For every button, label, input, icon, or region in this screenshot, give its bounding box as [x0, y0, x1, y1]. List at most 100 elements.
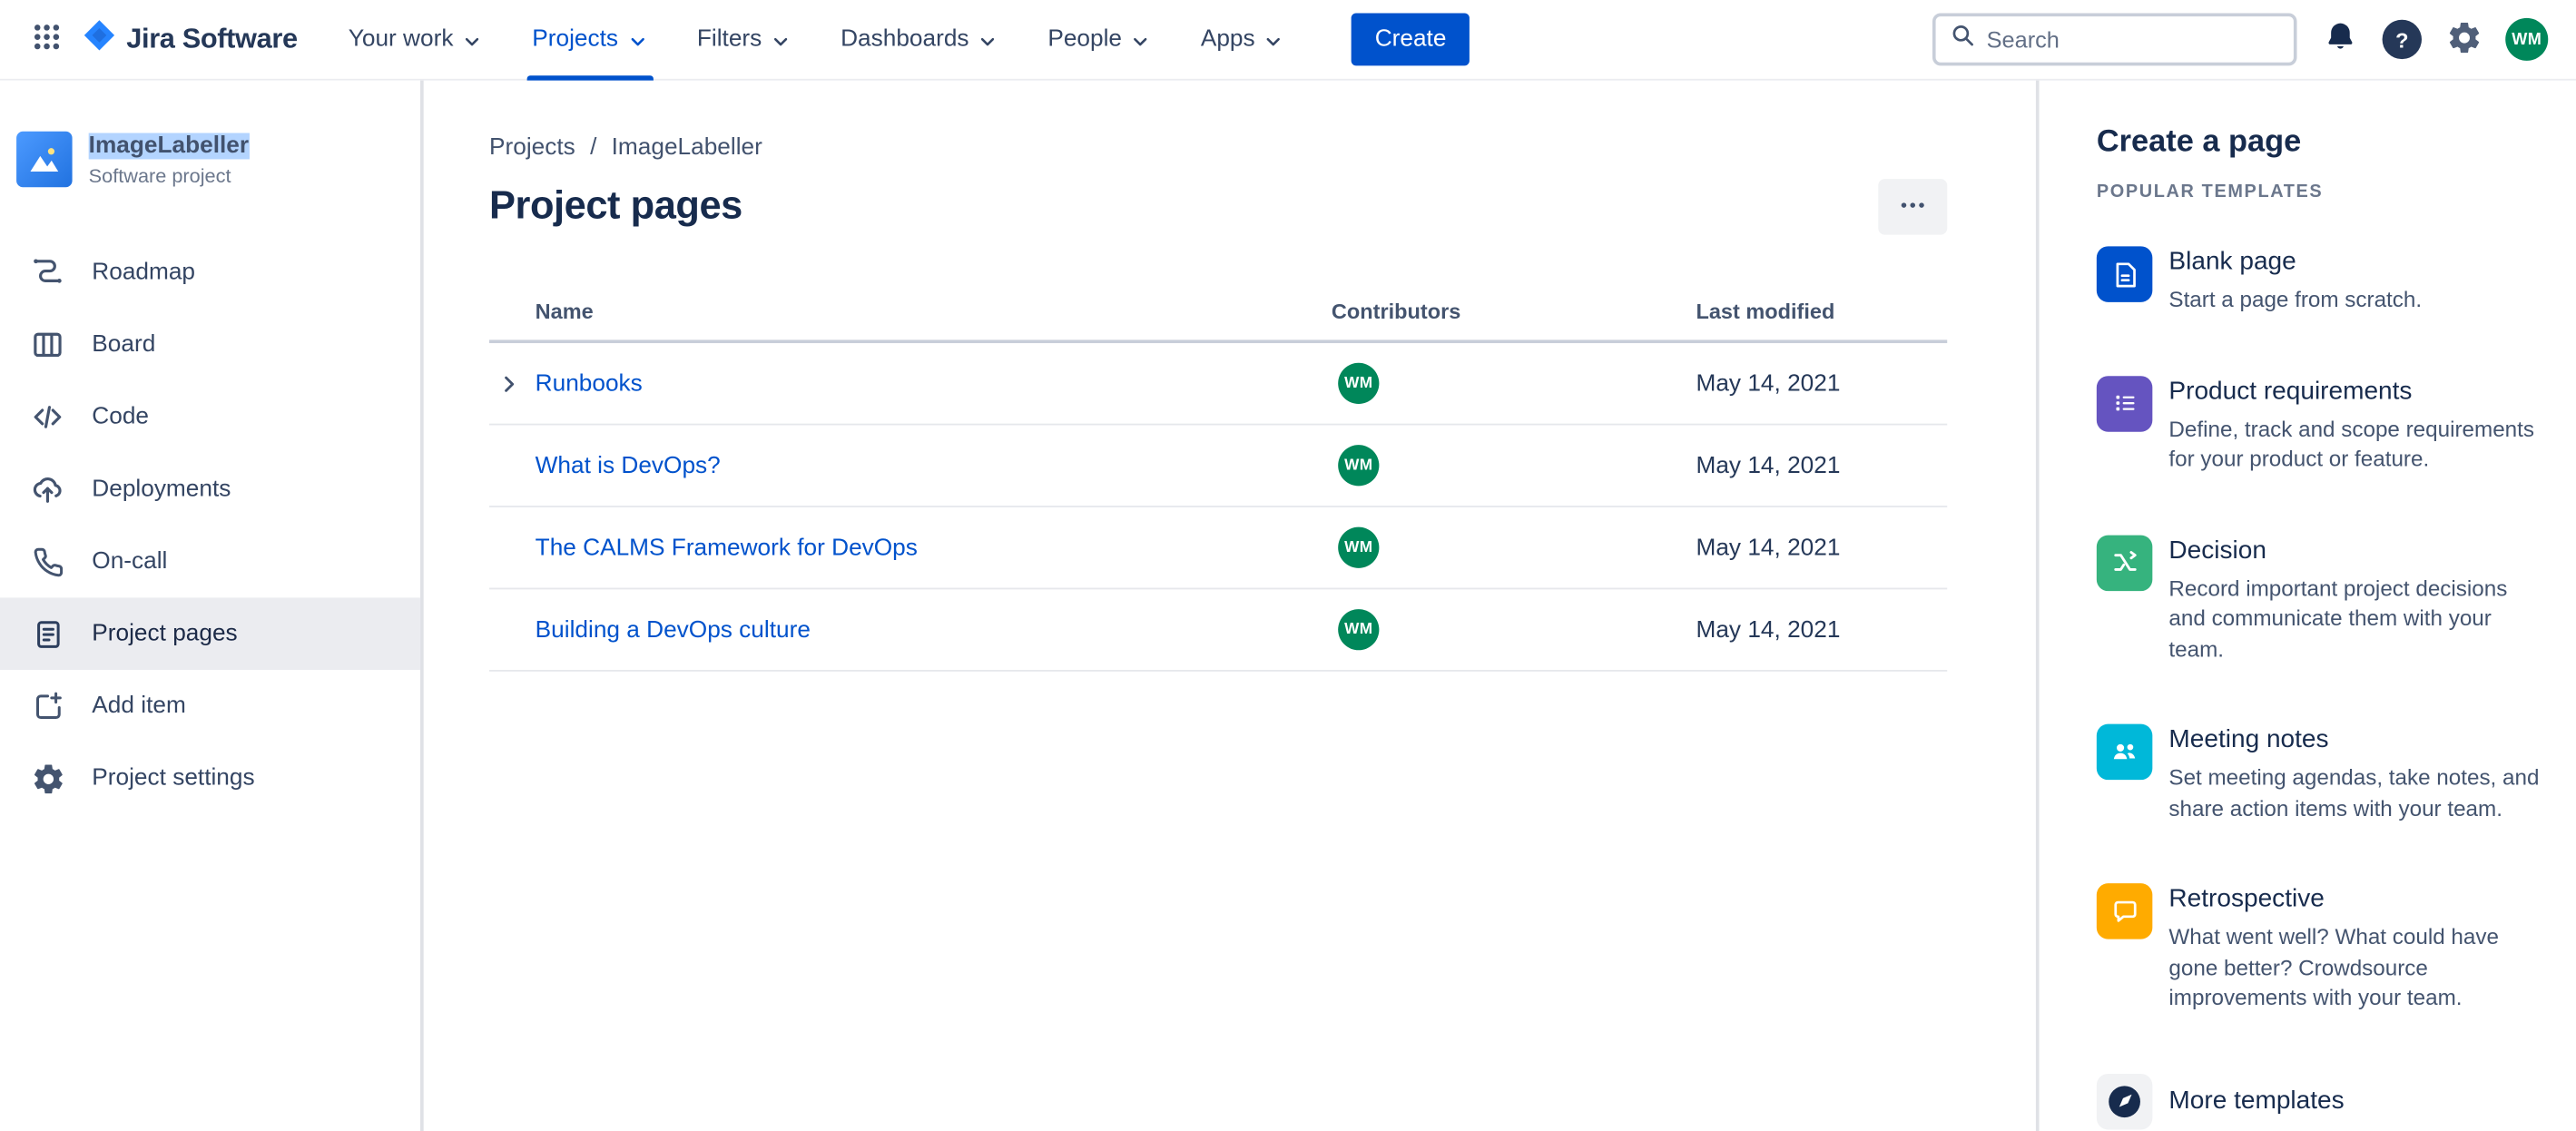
pages-icon: [28, 614, 67, 653]
sidebar-item-label: Code: [92, 403, 150, 430]
nav-apps[interactable]: Apps: [1176, 0, 1310, 80]
project-header: ImageLabeller Software project: [0, 131, 420, 188]
table-row: Building a DevOps culture WM May 14, 202…: [489, 589, 1948, 672]
page-link[interactable]: What is DevOps?: [535, 452, 721, 479]
help-button[interactable]: [2375, 13, 2428, 65]
sidebar-item-label: Deployments: [92, 476, 231, 503]
pages-table: Name Contributors Last modified Runbooks…: [489, 280, 1948, 672]
contributor-avatar[interactable]: WM: [1338, 445, 1380, 487]
page-title: Project pages: [489, 183, 742, 229]
contributors-cell: WM: [1332, 445, 1696, 487]
contributor-avatar[interactable]: WM: [1338, 362, 1380, 404]
sidebar-item-label: Roadmap: [92, 259, 196, 286]
contributor-avatar[interactable]: WM: [1338, 526, 1380, 568]
jira-logo[interactable]: Jira Software: [82, 18, 298, 61]
template-decision[interactable]: Decision Record important project decisi…: [2096, 534, 2563, 665]
board-icon: [28, 325, 67, 364]
page-link[interactable]: Building a DevOps culture: [535, 616, 811, 644]
templates-list: Blank page Start a page from scratch. Pr…: [2096, 246, 2563, 1129]
more-options-button[interactable]: [1878, 179, 1948, 235]
search-box[interactable]: [1932, 13, 2297, 66]
template-description: Define, track and scope requirements for…: [2168, 416, 2534, 472]
template-blank-page[interactable]: Blank page Start a page from scratch.: [2096, 246, 2563, 316]
template-text: Retrospective What went well? What could…: [2168, 883, 2542, 1014]
nav-people-label: People: [1047, 25, 1123, 53]
nav-apps-label: Apps: [1200, 25, 1255, 53]
project-name: ImageLabeller: [88, 132, 250, 161]
settings-button[interactable]: [2438, 13, 2491, 65]
last-modified-cell: May 14, 2021: [1696, 369, 1841, 397]
template-text: More templates: [2168, 1085, 2344, 1117]
table-row: The CALMS Framework for DevOps WM May 14…: [489, 507, 1948, 590]
create-button[interactable]: Create: [1352, 13, 1470, 66]
sidebar-item-project-pages[interactable]: Project pages: [0, 597, 421, 670]
page-link[interactable]: The CALMS Framework for DevOps: [535, 534, 918, 561]
sidebar-item-roadmap[interactable]: Roadmap: [0, 236, 420, 309]
gear-icon: [2446, 19, 2483, 60]
template-description: What went well? What could have gone bet…: [2168, 924, 2499, 1010]
template-description: Start a page from scratch.: [2168, 287, 2423, 312]
top-navigation-bar: Jira Software Your work Projects Filters…: [0, 0, 2576, 81]
sidebar-item-board[interactable]: Board: [0, 309, 420, 381]
page-link[interactable]: Runbooks: [535, 369, 643, 397]
sidebar-item-add-item[interactable]: Add item: [0, 670, 420, 743]
product-requirements-icon: [2096, 375, 2153, 431]
title-row: Project pages: [489, 179, 1948, 235]
project-avatar: [16, 131, 73, 188]
template-retrospective[interactable]: Retrospective What went well? What could…: [2096, 883, 2563, 1014]
nav-people[interactable]: People: [1023, 0, 1176, 80]
more-horizontal-icon: [1898, 190, 1928, 224]
help-icon: [2382, 19, 2422, 60]
column-header-last-modified: Last modified: [1696, 298, 1835, 323]
user-avatar-button[interactable]: WM: [2501, 13, 2553, 65]
last-modified-cell: May 14, 2021: [1696, 452, 1841, 479]
nav-your-work[interactable]: Your work: [324, 0, 508, 80]
template-text: Product requirements Define, track and s…: [2168, 375, 2542, 475]
sidebar-item-project-settings[interactable]: Project settings: [0, 743, 420, 815]
topbar-actions: WM: [2314, 13, 2553, 65]
more-templates-link[interactable]: More templates: [2096, 1073, 2563, 1129]
page-name-cell: What is DevOps?: [489, 452, 1332, 478]
meeting-notes-icon: [2096, 723, 2153, 781]
sidebar-item-label: Project settings: [92, 764, 255, 792]
nav-filters[interactable]: Filters: [673, 0, 816, 80]
breadcrumb-project-link[interactable]: ImageLabeller: [611, 134, 762, 162]
column-header-name: Name: [535, 298, 594, 323]
sidebar-item-label: Project pages: [92, 620, 238, 647]
contributors-cell: WM: [1332, 362, 1696, 404]
page-name-cell: Runbooks: [489, 370, 1332, 397]
sidebar-item-label: Board: [92, 331, 156, 359]
sidebar-item-on-call[interactable]: On-call: [0, 526, 420, 598]
code-icon: [28, 398, 67, 437]
template-product-requirements[interactable]: Product requirements Define, track and s…: [2096, 375, 2563, 475]
contributor-avatar[interactable]: WM: [1338, 609, 1380, 651]
panel-title: Create a page: [2096, 124, 2302, 160]
expand-chevron-icon[interactable]: [497, 372, 520, 395]
project-type: Software project: [88, 162, 231, 187]
table-row: Runbooks WM May 14, 2021: [489, 343, 1948, 426]
search-input[interactable]: [1986, 25, 2279, 53]
notifications-button[interactable]: [2314, 13, 2366, 65]
gear-icon: [28, 759, 67, 798]
column-header-contributors: Contributors: [1331, 298, 1461, 323]
breadcrumb-projects-link[interactable]: Projects: [489, 134, 575, 162]
sidebar-item-deployments[interactable]: Deployments: [0, 453, 420, 526]
blank-page-icon: [2096, 246, 2153, 302]
contributors-cell: WM: [1332, 609, 1696, 651]
nav-projects-label: Projects: [532, 25, 619, 53]
template-meeting-notes[interactable]: Meeting notes Set meeting agendas, take …: [2096, 723, 2563, 824]
jira-diamond-icon: [82, 18, 116, 61]
jira-logo-text: Jira Software: [126, 23, 298, 54]
sidebar-item-label: On-call: [92, 548, 168, 575]
user-avatar: WM: [2505, 17, 2549, 61]
app-switcher-button[interactable]: [20, 13, 73, 65]
sidebar-item-code[interactable]: Code: [0, 381, 420, 454]
nav-dashboards-label: Dashboards: [841, 25, 969, 53]
chevron-down-icon: [626, 30, 648, 52]
nav-dashboards[interactable]: Dashboards: [816, 0, 1023, 80]
template-text: Decision Record important project decisi…: [2168, 535, 2542, 665]
nav-projects[interactable]: Projects: [507, 0, 673, 80]
on-call-icon: [28, 542, 67, 581]
template-title: More templates: [2168, 1086, 2345, 1115]
template-text: Blank page Start a page from scratch.: [2168, 246, 2422, 316]
